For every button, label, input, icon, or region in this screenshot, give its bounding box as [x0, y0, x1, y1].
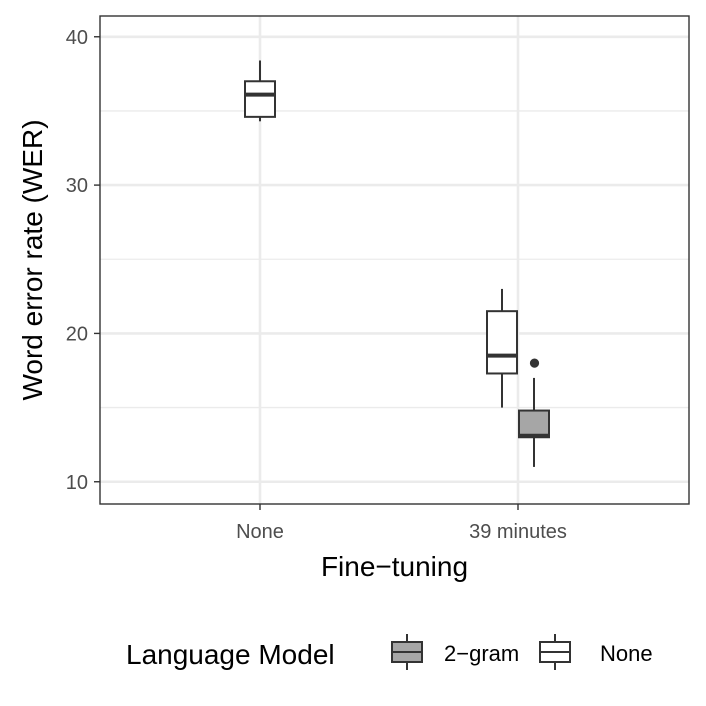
box-iqr: [518, 409, 550, 439]
x-tick-label: None: [236, 521, 284, 543]
y-axis-title: Word error rate (WER): [17, 119, 48, 400]
y-tick-label: 40: [66, 27, 88, 49]
y-tick-label: 10: [66, 472, 88, 494]
legend: Language Model 2−gram None: [126, 634, 653, 670]
boxplots: [244, 60, 550, 467]
axes: 10 20 30 40 None 39 minutes: [66, 27, 567, 543]
boxplot-none: [486, 288, 518, 408]
outlier-point: [529, 358, 540, 368]
y-tick-label: 20: [66, 323, 88, 345]
box-iqr: [244, 80, 276, 118]
x-tick-label: 39 minutes: [469, 521, 567, 543]
box-iqr: [486, 310, 518, 375]
x-axis-title: Fine−tuning: [321, 551, 468, 582]
legend-key-none: [539, 634, 571, 670]
legend-label: 2−gram: [444, 641, 519, 666]
grid: [100, 16, 689, 504]
boxplot-none: [244, 60, 276, 122]
boxplot-2gram: [518, 358, 550, 467]
plot-panel-border: [99, 15, 690, 505]
y-tick-label: 30: [66, 175, 88, 197]
legend-label: None: [600, 641, 653, 666]
legend-title: Language Model: [126, 639, 335, 670]
legend-key-2gram: [391, 634, 423, 670]
